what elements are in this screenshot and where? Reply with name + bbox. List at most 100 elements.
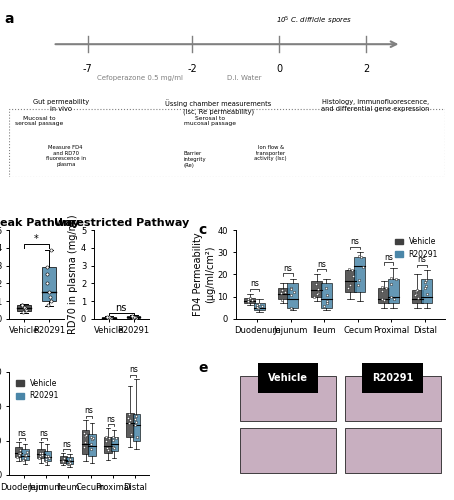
Point — [132, 314, 139, 322]
FancyBboxPatch shape — [88, 434, 95, 456]
Text: ns: ns — [384, 253, 393, 262]
Point — [58, 458, 65, 466]
Point — [378, 295, 385, 303]
Text: Histology, immunofluorescence,
and differential gene expression: Histology, immunofluorescence, and diffe… — [321, 100, 429, 112]
Point — [46, 288, 53, 296]
Point — [129, 314, 137, 322]
Point — [278, 286, 286, 294]
Point — [87, 432, 94, 440]
Point — [130, 312, 138, 320]
Point — [106, 314, 113, 322]
Bar — [9, 109, 445, 177]
Point — [36, 452, 44, 460]
Point — [19, 302, 26, 310]
Y-axis label: RD70 in plasma (mg/ml): RD70 in plasma (mg/ml) — [68, 214, 78, 334]
Point — [83, 432, 90, 440]
Point — [21, 451, 29, 459]
Point — [128, 312, 136, 320]
Text: Barrier
integrity
(Re): Barrier integrity (Re) — [183, 151, 206, 168]
FancyBboxPatch shape — [110, 437, 118, 451]
Text: ns: ns — [284, 264, 293, 273]
Point — [278, 286, 285, 294]
Point — [45, 454, 53, 462]
Point — [127, 430, 134, 438]
FancyBboxPatch shape — [388, 279, 399, 303]
Point — [358, 253, 365, 261]
FancyBboxPatch shape — [37, 449, 44, 458]
Point — [245, 298, 252, 306]
Point — [104, 446, 112, 454]
Point — [256, 300, 263, 308]
Text: a: a — [5, 12, 14, 26]
Text: ns: ns — [17, 428, 26, 438]
FancyBboxPatch shape — [127, 413, 134, 437]
Point — [39, 451, 46, 459]
Text: ns: ns — [39, 428, 49, 438]
Point — [23, 448, 30, 456]
FancyBboxPatch shape — [44, 451, 51, 461]
Point — [354, 281, 361, 289]
Text: -2: -2 — [187, 64, 197, 74]
Point — [314, 288, 321, 296]
Point — [44, 270, 51, 278]
Point — [133, 418, 140, 426]
Point — [65, 458, 73, 466]
Point — [81, 443, 88, 451]
Point — [109, 436, 116, 444]
Point — [314, 284, 321, 292]
Point — [36, 454, 43, 462]
Point — [20, 308, 27, 316]
Point — [422, 278, 429, 285]
Text: ns: ns — [107, 414, 115, 424]
Point — [13, 453, 20, 461]
Legend: Vehicle, R20291: Vehicle, R20291 — [392, 234, 441, 262]
Text: ns: ns — [62, 440, 71, 448]
FancyBboxPatch shape — [244, 298, 256, 303]
Point — [359, 263, 366, 271]
Point — [66, 455, 74, 463]
Point — [424, 290, 431, 298]
Point — [382, 284, 390, 292]
Point — [348, 266, 355, 274]
Point — [133, 433, 141, 441]
Point — [346, 265, 353, 273]
FancyBboxPatch shape — [15, 448, 22, 457]
Point — [131, 416, 138, 424]
Text: Gut permeability
in vivo: Gut permeability in vivo — [33, 100, 89, 112]
Point — [104, 314, 112, 322]
Point — [412, 288, 419, 296]
Point — [106, 434, 113, 442]
Point — [43, 455, 50, 463]
Point — [59, 458, 66, 466]
FancyBboxPatch shape — [82, 430, 89, 454]
Point — [23, 306, 30, 314]
Point — [46, 294, 54, 302]
FancyBboxPatch shape — [287, 284, 298, 308]
Text: R20291: R20291 — [372, 373, 413, 383]
Point — [287, 292, 294, 300]
Point — [244, 296, 252, 304]
Point — [258, 302, 265, 310]
Point — [378, 287, 385, 295]
FancyBboxPatch shape — [321, 284, 332, 308]
Point — [355, 276, 363, 284]
FancyBboxPatch shape — [42, 268, 56, 301]
Point — [48, 297, 55, 305]
Point — [44, 300, 52, 308]
Point — [421, 284, 428, 292]
Point — [254, 301, 261, 309]
Point — [111, 444, 118, 452]
Point — [65, 460, 73, 468]
Point — [131, 314, 138, 322]
Title: Unrestricted Pathway: Unrestricted Pathway — [54, 218, 189, 228]
Text: c: c — [198, 223, 206, 237]
Point — [278, 296, 286, 304]
Point — [411, 290, 419, 298]
Point — [89, 434, 96, 442]
Text: Mucosal to
serosal passage: Mucosal to serosal passage — [15, 116, 64, 126]
Point — [60, 454, 67, 462]
Point — [311, 292, 318, 300]
Point — [314, 290, 321, 298]
Text: e: e — [198, 362, 207, 376]
Point — [103, 434, 110, 442]
